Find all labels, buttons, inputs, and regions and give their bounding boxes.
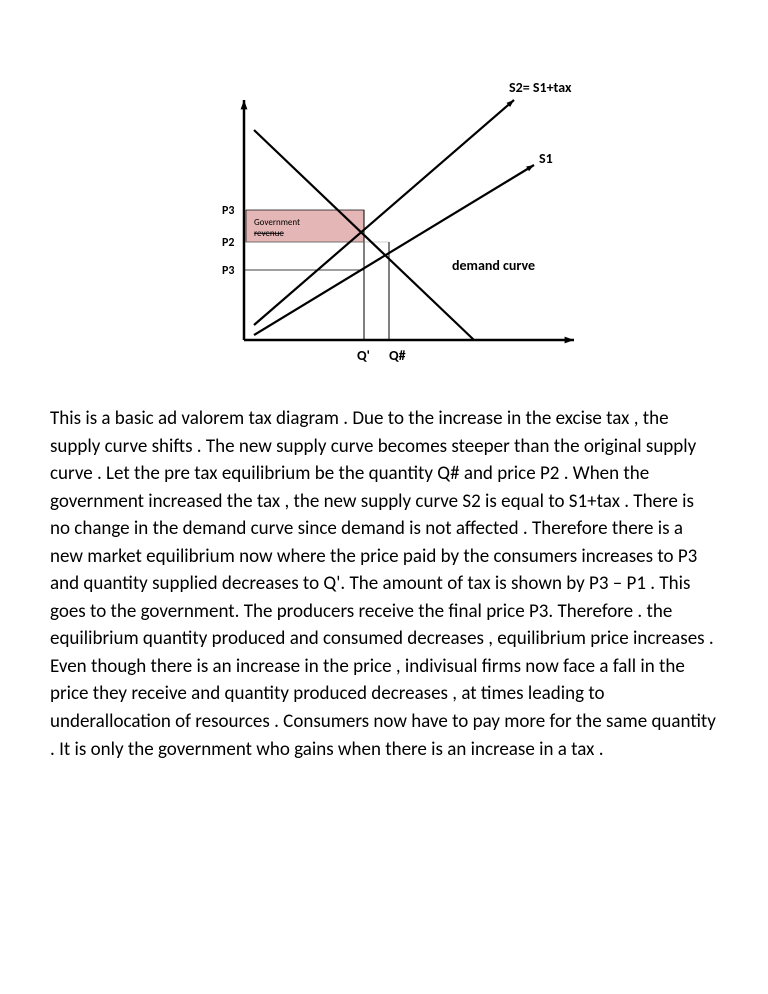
label-qp: Q' <box>357 347 370 364</box>
label-gov1: Government <box>254 217 300 228</box>
label-p2: P2 <box>222 236 234 250</box>
label-p3a: P3 <box>222 204 234 218</box>
body-paragraph: This is a basic ad valorem tax diagram .… <box>50 405 718 763</box>
label-qh: Q# <box>389 347 406 364</box>
tax-diagram: S2= S1+tax S1 P3 P2 P3 Governmentrevenue deman… <box>174 60 594 385</box>
label-p3b: P3 <box>222 264 234 278</box>
label-gov2: revenue <box>254 228 284 239</box>
label-s1: S1 <box>539 150 553 167</box>
label-dem: demand curve <box>452 257 535 274</box>
diagram-svg: S2= S1+tax S1 P3 P2 P3 Governmentrevenue deman… <box>174 60 594 380</box>
label-s2: S2= S1+tax <box>509 79 572 96</box>
